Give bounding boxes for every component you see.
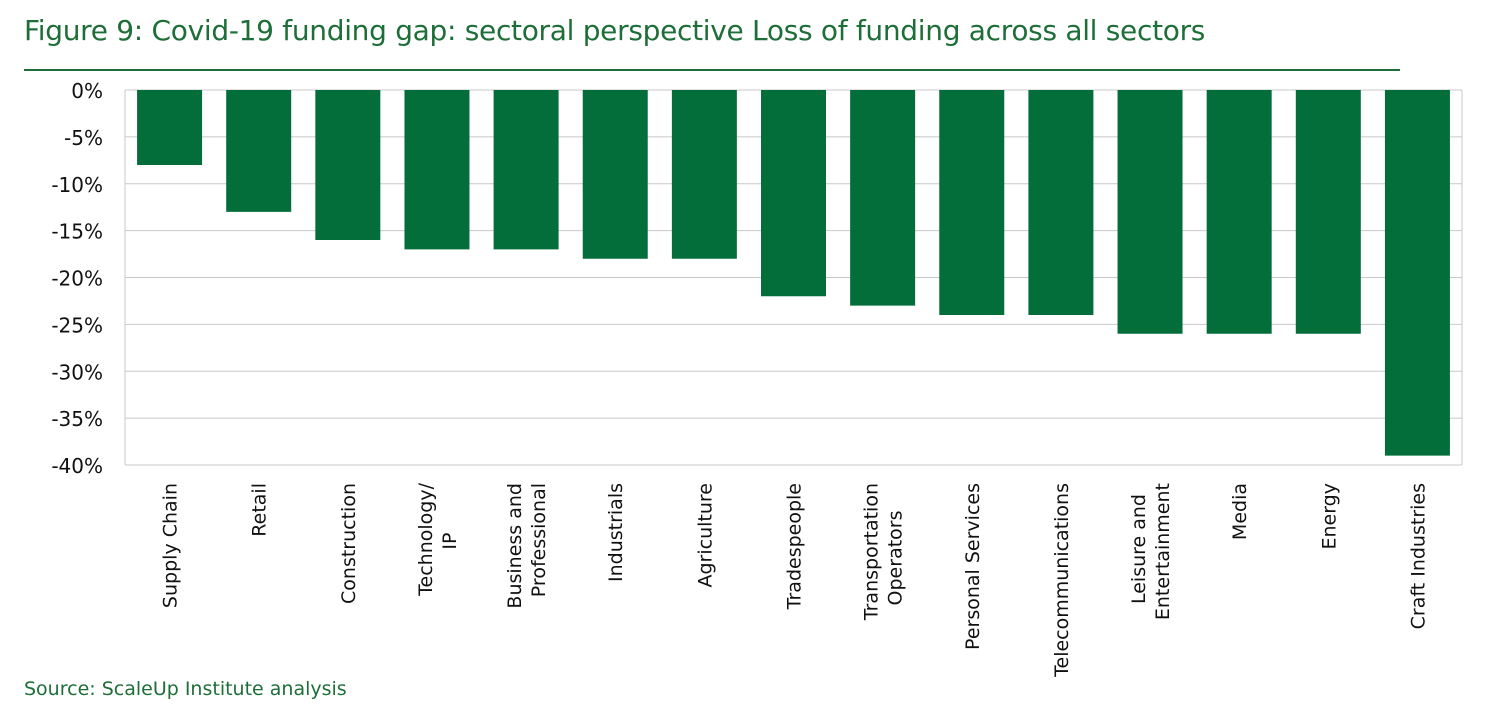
bar: [1206, 90, 1272, 334]
bar: [493, 90, 559, 250]
x-tick-label-line: Media: [1229, 483, 1251, 540]
x-tick-label-line: Operators: [885, 511, 907, 606]
x-tick-label: Agriculture: [694, 483, 716, 588]
x-tick-label-line: Agriculture: [694, 483, 716, 588]
x-tick-label-line: Craft Industries: [1407, 483, 1429, 629]
x-tick-label-line: Energy: [1318, 483, 1340, 550]
y-tick-label: -40%: [51, 454, 103, 478]
x-tick-label: Transportation Operators: [861, 483, 907, 621]
y-tick-label: -25%: [51, 313, 103, 337]
y-tick-label: -20%: [51, 267, 103, 291]
bar: [671, 90, 737, 259]
x-tick-label-line: IP: [439, 533, 461, 550]
bar: [582, 90, 648, 259]
y-tick-label: -5%: [64, 126, 103, 150]
bar: [137, 90, 203, 165]
bar: [1117, 90, 1183, 334]
x-tick-label: Media: [1229, 483, 1251, 540]
bar: [226, 90, 292, 212]
x-tick-label: Leisure and Entertainment: [1128, 483, 1174, 620]
bar: [850, 90, 916, 306]
bar: [761, 90, 826, 297]
bar: [1384, 90, 1450, 456]
x-tick-label-line: Professional: [528, 483, 550, 597]
x-tick-label: Supply Chain: [160, 483, 182, 608]
x-tick-label: Energy: [1318, 483, 1340, 550]
x-tick-label: Tradespeople: [784, 483, 806, 610]
title-divider: [24, 69, 1400, 71]
x-tick-label: Industrials: [605, 483, 627, 582]
x-tick-label: Personal Services: [962, 483, 984, 650]
x-tick-label-line: Business and: [504, 483, 526, 609]
x-tick-label-line: Tradespeople: [784, 483, 806, 610]
y-tick-label: -10%: [51, 173, 103, 197]
x-tick-label: Technology/IP: [415, 482, 461, 596]
x-tick-label-line: Supply Chain: [160, 483, 182, 608]
chart-title: Figure 9: Covid-19 funding gap: sectoral…: [24, 14, 1206, 47]
bar: [404, 90, 470, 250]
x-tick-label-line: Personal Services: [962, 483, 984, 650]
x-tick-label-line: Leisure and: [1128, 494, 1150, 604]
y-tick-label: -35%: [51, 407, 103, 431]
x-tick-label-line: Retail: [249, 483, 271, 537]
x-tick-label-line: Technology/: [415, 482, 437, 596]
y-tick-label: -15%: [51, 220, 103, 244]
source-note: Source: ScaleUp Institute analysis: [24, 678, 347, 700]
y-tick-label: 0%: [71, 79, 103, 103]
bar: [1028, 90, 1094, 315]
bar: [315, 90, 381, 240]
x-tick-label-line: Industrials: [605, 483, 627, 582]
x-tick-label-line: Transportation: [861, 483, 883, 621]
x-tick-label-line: Construction: [338, 483, 360, 604]
x-tick-label: Construction: [338, 483, 360, 604]
y-tick-label: -30%: [51, 360, 103, 384]
x-tick-label-line: Telecommunications: [1051, 483, 1073, 678]
x-tick-label-line: Entertainment: [1152, 483, 1174, 620]
bar: [939, 90, 1005, 315]
x-tick-label: Craft Industries: [1407, 483, 1429, 629]
x-tick-label: Business and Professional: [504, 483, 550, 609]
x-tick-label: Telecommunications: [1051, 483, 1073, 678]
bar: [1295, 90, 1361, 334]
x-tick-label: Retail: [249, 483, 271, 537]
